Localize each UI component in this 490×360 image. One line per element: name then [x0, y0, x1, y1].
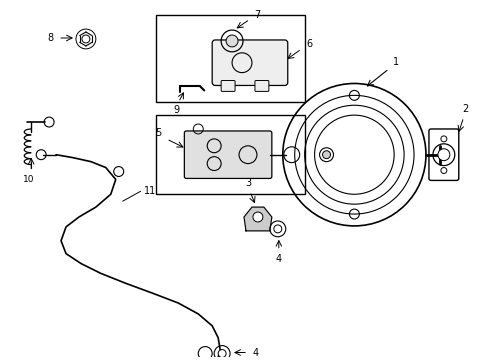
Text: 2: 2 [463, 104, 469, 114]
Text: 10: 10 [23, 175, 34, 184]
Text: 6: 6 [307, 39, 313, 49]
Bar [155, 15, 305, 102]
Text: 3: 3 [245, 179, 251, 188]
FancyBboxPatch shape [429, 129, 459, 180]
Text: 4: 4 [253, 347, 259, 357]
Circle shape [226, 35, 238, 47]
FancyBboxPatch shape [221, 81, 235, 91]
Text: 8: 8 [47, 33, 53, 43]
Circle shape [322, 151, 331, 159]
Text: 1: 1 [393, 57, 399, 67]
Circle shape [82, 35, 90, 43]
Polygon shape [244, 207, 272, 231]
Text: 5: 5 [155, 128, 162, 138]
FancyBboxPatch shape [184, 131, 272, 179]
Circle shape [274, 225, 282, 233]
Text: 7: 7 [254, 10, 260, 20]
Text: 4: 4 [276, 253, 282, 264]
Circle shape [218, 350, 226, 357]
Circle shape [253, 212, 263, 222]
Bar [155, 115, 305, 194]
FancyBboxPatch shape [212, 40, 288, 85]
Circle shape [438, 149, 450, 161]
FancyBboxPatch shape [255, 81, 269, 91]
Text: 9: 9 [173, 105, 179, 115]
Text: 11: 11 [145, 186, 157, 196]
